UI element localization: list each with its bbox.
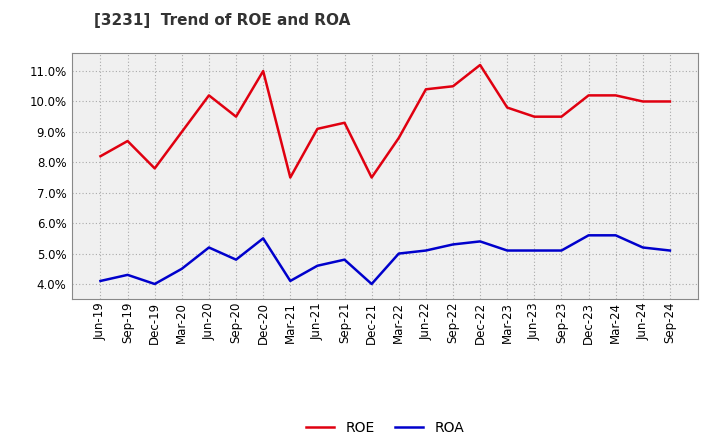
ROA: [421, 248, 430, 253]
ROE: [530, 114, 539, 119]
ROA: [123, 272, 132, 278]
ROE: [476, 62, 485, 68]
ROA: [178, 266, 186, 271]
ROE: [178, 129, 186, 135]
ROA: [204, 245, 213, 250]
ROE: [557, 114, 566, 119]
ROA: [96, 279, 105, 284]
ROA: [341, 257, 349, 262]
ROA: [150, 281, 159, 286]
ROE: [584, 93, 593, 98]
ROA: [449, 242, 457, 247]
ROA: [557, 248, 566, 253]
ROA: [286, 279, 294, 284]
Line: ROA: ROA: [101, 235, 670, 284]
ROE: [367, 175, 376, 180]
ROE: [204, 93, 213, 98]
ROA: [503, 248, 511, 253]
Line: ROE: ROE: [101, 65, 670, 177]
ROA: [313, 263, 322, 268]
ROA: [665, 248, 674, 253]
ROA: [367, 281, 376, 286]
ROE: [665, 99, 674, 104]
ROA: [530, 248, 539, 253]
ROA: [395, 251, 403, 256]
ROE: [123, 138, 132, 143]
ROE: [639, 99, 647, 104]
ROE: [232, 114, 240, 119]
ROE: [395, 136, 403, 141]
Text: [3231]  Trend of ROE and ROA: [3231] Trend of ROE and ROA: [94, 13, 350, 28]
Legend: ROE, ROA: ROE, ROA: [301, 415, 469, 440]
ROE: [421, 87, 430, 92]
ROE: [96, 154, 105, 159]
ROE: [313, 126, 322, 132]
ROA: [476, 239, 485, 244]
ROA: [611, 233, 620, 238]
ROA: [584, 233, 593, 238]
ROA: [639, 245, 647, 250]
ROE: [150, 166, 159, 171]
ROA: [259, 236, 268, 241]
ROE: [611, 93, 620, 98]
ROE: [259, 68, 268, 73]
ROA: [232, 257, 240, 262]
ROE: [503, 105, 511, 110]
ROE: [449, 84, 457, 89]
ROE: [341, 120, 349, 125]
ROE: [286, 175, 294, 180]
